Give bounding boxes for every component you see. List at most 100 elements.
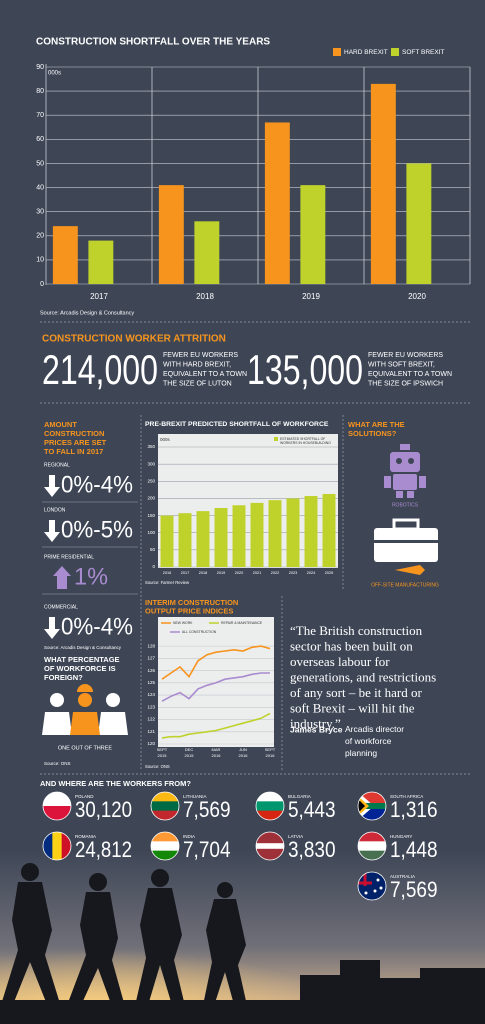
text-line: Arcadis director xyxy=(345,724,404,734)
text-line: OF WORKFORCE IS xyxy=(44,664,116,673)
price-label: LONDON xyxy=(44,507,66,513)
y-axis-label: 000s xyxy=(48,71,61,77)
x-tick-label: 2022 xyxy=(271,571,279,575)
flag xyxy=(43,792,71,820)
x-tick-label: 2024 xyxy=(307,571,315,575)
bar xyxy=(322,493,336,567)
section-title: CONSTRUCTION WORKER ATTRITION xyxy=(42,334,226,345)
bar xyxy=(214,508,228,567)
country-count: 1,316 xyxy=(390,797,438,822)
bar xyxy=(370,83,396,284)
robot-icon xyxy=(384,444,426,498)
arrow-down xyxy=(44,617,60,639)
text-line: PRICES ARE SET xyxy=(44,438,107,447)
country-count: 7,569 xyxy=(390,877,438,902)
foreign-answer: ONE OUT OF THREE xyxy=(58,745,113,751)
x-tick-label: 2018 xyxy=(199,571,207,575)
source: Source: Arcadis Design & Consultancy xyxy=(40,310,134,316)
toolbox-icon xyxy=(374,518,438,575)
legend-label: NEW WORK xyxy=(173,621,193,625)
flag xyxy=(151,792,179,820)
attrition-figure: 135,000 xyxy=(247,346,363,393)
text-line: THE SIZE OF IPSWICH xyxy=(368,380,443,387)
flag-ring xyxy=(255,831,285,861)
workers-icon xyxy=(42,684,128,735)
x-tick-label: SEPT 2015 xyxy=(157,747,168,758)
text-line: generations, and restrictions xyxy=(290,669,436,684)
y-tick-label: 0 xyxy=(152,564,155,569)
x-tick-label: 2025 xyxy=(325,571,333,575)
text-line: planning xyxy=(345,748,377,758)
chart-title: PRE-BREXIT PREDICTED SHORTFALL OF WORKFO… xyxy=(145,421,329,428)
section-title: AND WHERE ARE THE WORKERS FROM? xyxy=(40,779,191,788)
text-line: EQUIVALENT TO A TOWN xyxy=(163,371,247,378)
country-count: 5,443 xyxy=(288,797,336,822)
solution-label: OFF-SITE MANUFACTURING xyxy=(371,582,439,588)
price-value: 0%-4% xyxy=(61,613,133,640)
flag-stripe xyxy=(358,841,386,851)
bar xyxy=(250,502,264,567)
bar xyxy=(300,185,326,284)
bar xyxy=(304,496,318,567)
legend-label: ESTIMATED SHORTFALL OF WORKERS IN HOUSEBU… xyxy=(280,437,331,445)
price-value: 0%-4% xyxy=(61,471,133,498)
flag xyxy=(358,792,386,820)
x-tick-label: 2020 xyxy=(408,292,426,301)
bar xyxy=(406,163,432,284)
bar xyxy=(52,226,78,284)
flag-stripe xyxy=(358,872,386,900)
flag-stripe xyxy=(256,832,284,838)
y-tick-label: 100 xyxy=(147,530,155,535)
bar xyxy=(194,221,220,284)
line-series xyxy=(161,712,271,739)
bar xyxy=(264,122,290,284)
text-line: soft Brexit – will hit the xyxy=(290,700,415,715)
worker xyxy=(66,873,126,1012)
text-line: FOREIGN? xyxy=(44,673,83,682)
flag-stripe xyxy=(358,799,365,813)
chart-title: CONSTRUCTION SHORTFALL OVER THE YEARS xyxy=(36,37,270,48)
flag-stripe xyxy=(358,850,386,860)
y-tick-label: 20 xyxy=(36,233,44,240)
flag-ring xyxy=(42,831,72,861)
text-line: FEWER EU WORKERS xyxy=(163,352,238,359)
x-tick-label: 2017 xyxy=(181,571,189,575)
flag-star xyxy=(373,889,377,893)
worker xyxy=(134,869,186,1012)
y-tick-label: 124 xyxy=(147,692,155,697)
country-name: HUNGARY xyxy=(390,834,412,839)
text-line: 2016 xyxy=(212,753,222,758)
country-name: POLAND xyxy=(75,794,94,799)
flag xyxy=(151,832,179,860)
x-tick-label: SEPT 2016 xyxy=(265,747,276,758)
x-tick-label: 2019 xyxy=(217,571,225,575)
flag-stripe xyxy=(358,872,372,886)
bar xyxy=(160,515,174,567)
worker xyxy=(202,882,248,1012)
x-tick-label: 2019 xyxy=(302,292,320,301)
flag-stripe xyxy=(358,832,386,842)
text-line: 2016 xyxy=(239,753,249,758)
y-tick-label: 70 xyxy=(36,112,44,119)
source: Source: ONS xyxy=(145,764,170,769)
flag-stripe xyxy=(151,850,179,860)
text-line: FEWER EU WORKERS xyxy=(368,352,443,359)
x-tick-label: 2017 xyxy=(90,292,108,301)
price-value: 1% xyxy=(74,563,108,590)
source: Source: Arcadis Design & Consultancy xyxy=(44,645,122,650)
flag-stripe xyxy=(43,832,53,860)
flag-stripe xyxy=(43,806,71,820)
attrition-text: FEWER EU WORKERS WITH HARD BREXIT, EQUIVAL… xyxy=(163,352,247,388)
y-tick-label: 50 xyxy=(36,160,44,167)
flag-ring xyxy=(150,791,180,821)
text-line: MAR xyxy=(212,747,221,752)
text-line: DEC xyxy=(185,747,194,752)
section-title: WHAT PERCENTAGE OF WORKFORCE IS FOREIGN? xyxy=(44,655,120,682)
bar xyxy=(88,240,114,284)
y-tick-label: 150 xyxy=(147,513,155,518)
y-tick-label: 10 xyxy=(36,257,44,264)
y-tick-label: 127 xyxy=(147,656,155,661)
y-tick-label: 123 xyxy=(147,704,155,709)
country-count: 3,830 xyxy=(288,837,336,862)
silhouettes xyxy=(0,863,485,1024)
